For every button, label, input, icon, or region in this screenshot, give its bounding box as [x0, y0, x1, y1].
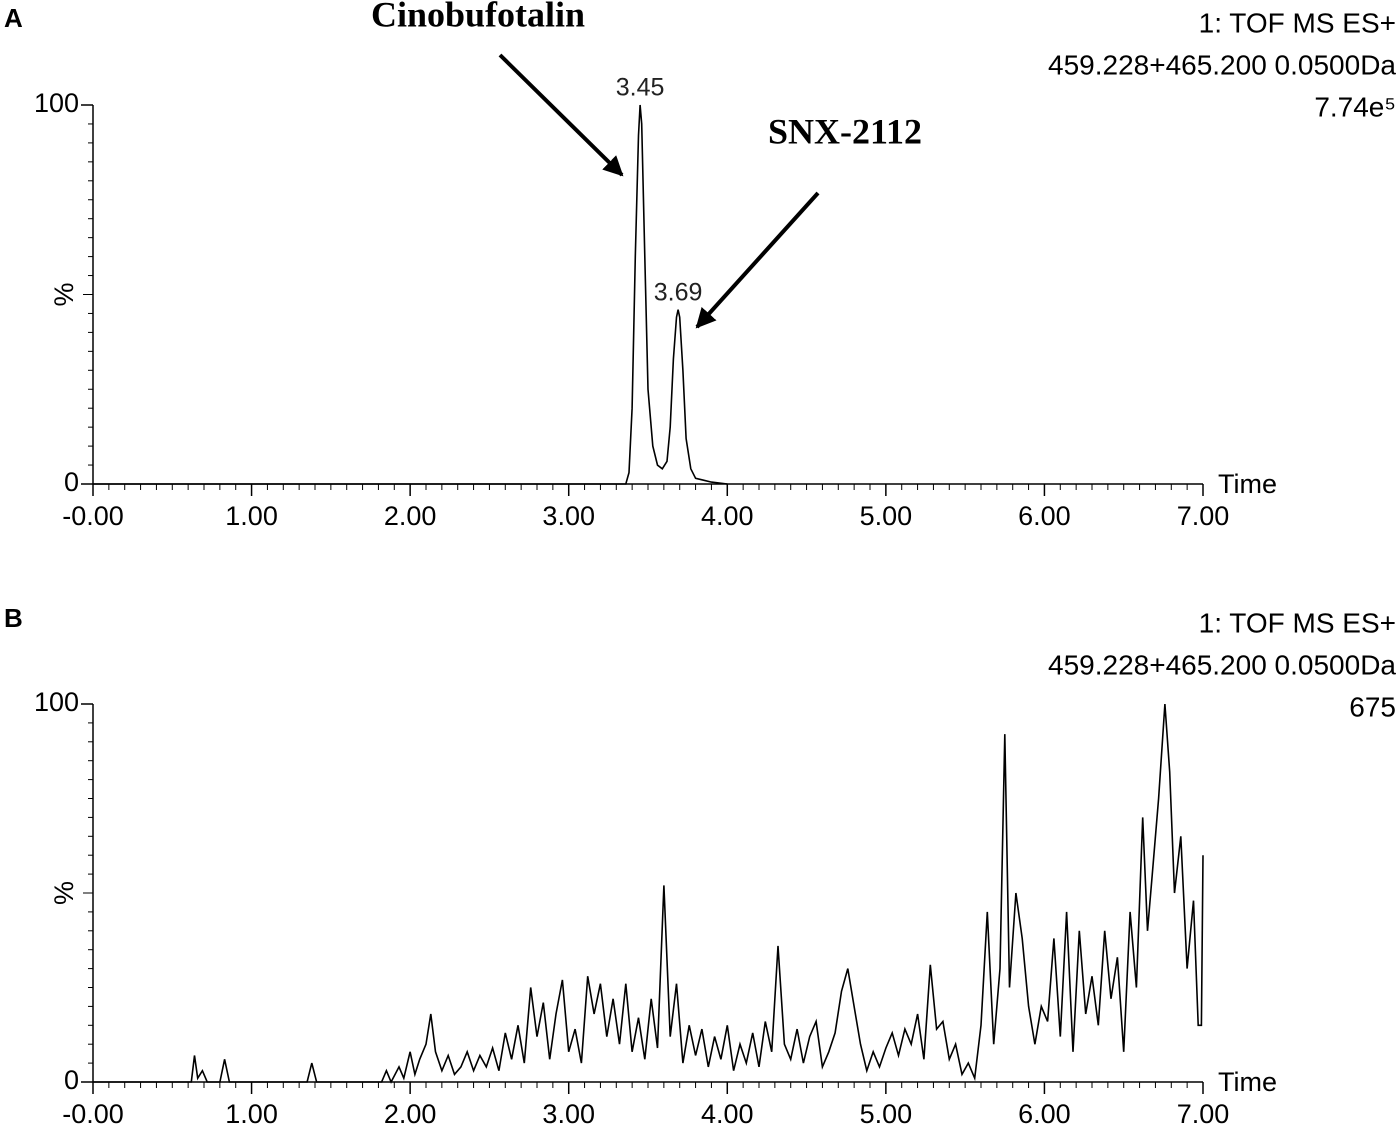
x-tick-label: 2.00	[384, 501, 437, 531]
panel-label: B	[4, 603, 23, 633]
x-tick-label: 3.00	[542, 501, 595, 531]
info-text: 7.74e⁵	[1314, 91, 1396, 122]
x-tick-label: 3.00	[542, 1099, 595, 1129]
info-text: 459.228+465.200 0.0500Da	[1048, 49, 1396, 80]
compound-label: Cinobufotalin	[371, 0, 585, 34]
info-text: 1: TOF MS ES+	[1199, 607, 1396, 638]
x-tick-label: 4.00	[701, 501, 754, 531]
y-tick-label: 0	[64, 467, 79, 497]
x-tick-label: 2.00	[384, 1099, 437, 1129]
x-tick-label: -0.00	[62, 1099, 124, 1129]
y-axis-label: %	[49, 282, 79, 306]
trace	[93, 703, 1204, 1084]
trace	[93, 104, 728, 485]
y-axis-label: %	[49, 881, 79, 905]
x-tick-label: 7.00	[1177, 1099, 1230, 1129]
x-tick-label: 4.00	[701, 1099, 754, 1129]
x-tick-label: 7.00	[1177, 501, 1230, 531]
x-tick-label: 1.00	[225, 501, 278, 531]
compound-label: SNX-2112	[768, 111, 922, 151]
info-text: 459.228+465.200 0.0500Da	[1048, 649, 1396, 680]
info-text: 675	[1349, 691, 1396, 722]
peak-label: 3.45	[616, 74, 665, 102]
y-tick-label: 100	[34, 687, 79, 717]
peak-label: 3.69	[654, 278, 703, 306]
x-tick-label: 5.00	[860, 1099, 913, 1129]
x-tick-label: 6.00	[1018, 501, 1071, 531]
x-tick-label: 5.00	[860, 501, 913, 531]
arrow	[695, 191, 820, 329]
y-tick-label: 100	[34, 88, 79, 118]
arrow	[498, 53, 624, 177]
x-tick-label: 1.00	[225, 1099, 278, 1129]
x-axis-label: Time	[1218, 469, 1277, 499]
y-tick-label: 0	[64, 1065, 79, 1095]
x-tick-label: -0.00	[62, 501, 124, 531]
panel-label: A	[4, 3, 23, 33]
x-tick-label: 6.00	[1018, 1099, 1071, 1129]
x-axis-label: Time	[1218, 1067, 1277, 1097]
info-text: 1: TOF MS ES+	[1199, 7, 1396, 38]
